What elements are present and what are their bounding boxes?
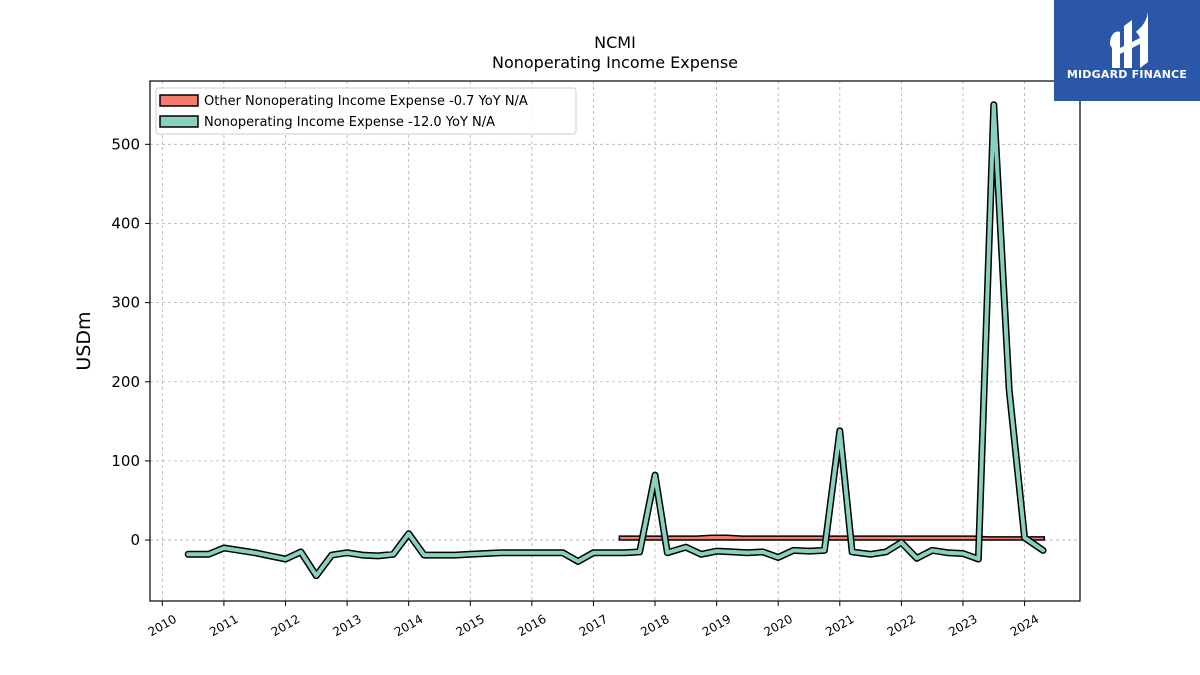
x-tick-label: 2023 <box>946 612 979 639</box>
y-tick-label: 100 <box>111 452 140 470</box>
legend: Other Nonoperating Income Expense -0.7 Y… <box>155 87 577 135</box>
legend-swatch <box>159 115 199 128</box>
x-tick-label: 2019 <box>700 612 733 639</box>
legend-entry: Other Nonoperating Income Expense -0.7 Y… <box>204 94 528 109</box>
grid-lines <box>150 81 1080 601</box>
x-tick-label: 2014 <box>392 612 425 639</box>
y-tick-label: 300 <box>111 294 140 312</box>
chart-title: NCMI <box>594 33 636 52</box>
x-tick-label: 2015 <box>454 612 487 639</box>
x-tick-label: 2011 <box>207 612 240 639</box>
line-series-layer <box>184 101 1047 580</box>
line-series-outline <box>184 101 1047 580</box>
x-tick-label: 2021 <box>823 612 856 639</box>
x-tick-label: 2017 <box>577 612 610 639</box>
chart-subtitle: Nonoperating Income Expense <box>492 53 738 72</box>
legend-swatch <box>159 94 199 107</box>
x-tick-label: 2016 <box>515 612 548 639</box>
y-tick-label: 200 <box>111 373 140 391</box>
x-tick-label: 2020 <box>761 612 794 639</box>
y-tick-label: 500 <box>111 135 140 153</box>
brand-logo: MIDGARD FINANCE <box>1054 0 1200 101</box>
y-tick-label: 0 <box>130 531 140 549</box>
y-tick-label: 400 <box>111 214 140 232</box>
x-tick-label: 2018 <box>638 612 671 639</box>
brand-logo-text: MIDGARD FINANCE <box>1066 68 1188 81</box>
midgard-logo-icon <box>1110 12 1148 68</box>
legend-box <box>155 87 577 135</box>
plot-frame <box>149 80 1081 602</box>
x-tick-label: 2024 <box>1008 612 1041 639</box>
x-tick-label: 2010 <box>146 612 179 639</box>
x-tick-label: 2012 <box>269 612 302 639</box>
x-tick-label: 2013 <box>330 612 363 639</box>
x-tick-label: 2022 <box>885 612 918 639</box>
legend-entry: Nonoperating Income Expense -12.0 YoY N/… <box>204 115 495 130</box>
y-axis-label: USDm <box>73 311 95 370</box>
area-series-layer <box>618 534 1046 541</box>
line-series-nonoperating <box>186 102 1046 578</box>
area-series-other-nonoperating <box>618 534 1046 541</box>
